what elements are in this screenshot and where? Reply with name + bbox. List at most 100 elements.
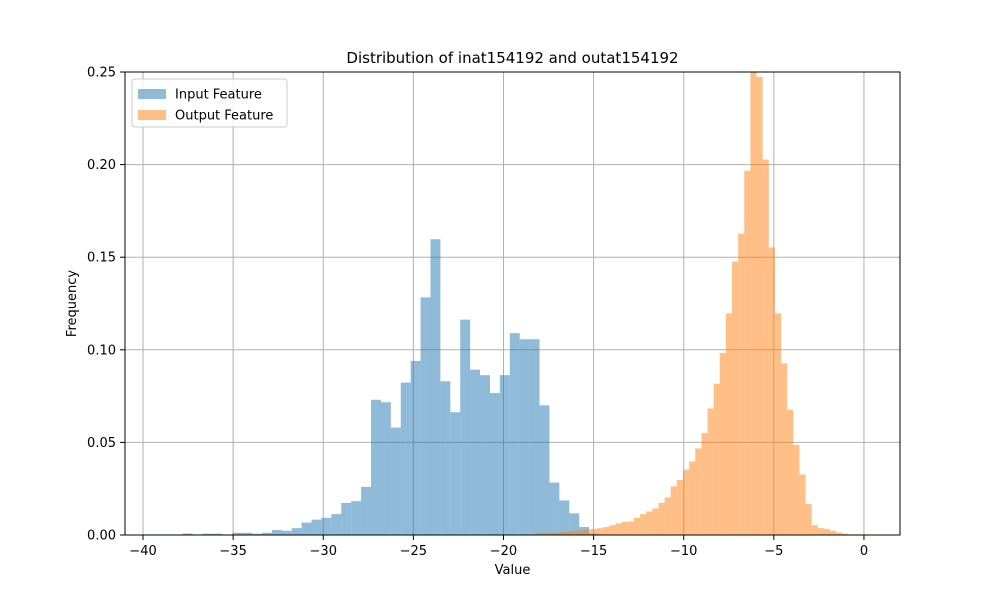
- histogram-bar: [689, 461, 696, 535]
- x-tick-label: 0: [860, 544, 868, 559]
- histogram-bar: [805, 504, 812, 535]
- histogram-bar: [658, 502, 665, 535]
- histogram-bar: [621, 522, 628, 535]
- histogram-bar: [744, 170, 751, 535]
- histogram-bar: [787, 409, 794, 535]
- histogram-bar: [560, 531, 567, 535]
- series-1-bars: [535, 72, 873, 535]
- axis-ticks: −40 −35 −30 −25 −20 −15 −10 −5 0 0.00 0.05 0.10 0.15…: [87, 66, 868, 560]
- y-tick-label: 0.05: [87, 436, 116, 451]
- x-tick-label: −40: [129, 544, 156, 559]
- x-axis-label: Value: [495, 563, 531, 578]
- histogram-bar: [793, 444, 800, 535]
- histogram-bar: [670, 486, 677, 535]
- histogram-bar: [535, 533, 543, 535]
- y-tick-label: 0.15: [87, 251, 116, 266]
- x-tick-label: −5: [764, 544, 783, 559]
- histogram-bar: [836, 532, 843, 535]
- histogram-bar: [584, 529, 592, 535]
- histogram-bar: [291, 528, 302, 535]
- y-axis-label: Frequency: [65, 270, 80, 337]
- x-tick-label: −30: [310, 544, 337, 559]
- histogram-bar: [261, 532, 272, 535]
- histogram-bar: [380, 402, 391, 535]
- histogram-bar: [627, 521, 634, 535]
- histogram-bar: [232, 532, 243, 535]
- histogram-bar: [762, 159, 769, 535]
- histogram-bar: [341, 502, 352, 535]
- histogram-bar: [311, 519, 322, 535]
- histogram-bar: [242, 532, 253, 535]
- histogram-bar: [799, 474, 806, 535]
- histogram-bar: [569, 513, 580, 535]
- histogram-bar: [615, 523, 622, 535]
- histogram-bar: [470, 369, 481, 535]
- y-tick-label: 0.00: [87, 529, 116, 544]
- histogram-bars: [143, 72, 873, 535]
- histogram-bar: [182, 533, 193, 535]
- histogram-bar: [420, 297, 431, 535]
- histogram-bar: [756, 77, 763, 535]
- histogram-bar: [701, 433, 708, 535]
- legend-swatch: [138, 110, 166, 120]
- histogram-bar: [554, 532, 561, 535]
- histogram-bar: [430, 239, 441, 535]
- histogram-bar: [499, 375, 510, 535]
- histogram-bar: [695, 448, 702, 535]
- histogram-bar: [781, 363, 788, 535]
- histogram-bar: [351, 501, 362, 535]
- y-tick-label: 0.25: [87, 66, 116, 81]
- histogram-bar: [301, 522, 312, 535]
- histogram-bar: [597, 528, 604, 535]
- x-tick-label: −20: [490, 544, 517, 559]
- histogram-bar: [271, 529, 282, 535]
- histogram-bar: [683, 469, 690, 535]
- histogram-bar: [732, 261, 739, 535]
- legend-entry-label: Output Feature: [175, 109, 273, 124]
- histogram-bar: [738, 233, 745, 535]
- histogram-bar: [676, 479, 683, 535]
- legend: Input Feature Output Feature: [131, 78, 288, 128]
- histogram-bar: [768, 247, 775, 535]
- histogram-bar: [440, 381, 451, 535]
- histogram-bar: [542, 532, 549, 535]
- histogram-bar: [529, 339, 540, 535]
- histogram-bar: [460, 319, 471, 535]
- histogram-bar: [252, 533, 262, 535]
- histogram-bar: [331, 514, 342, 535]
- plot-frame: [124, 71, 901, 536]
- histogram-bar: [774, 313, 782, 535]
- histogram-bar: [707, 408, 714, 535]
- histogram-bar: [830, 530, 837, 535]
- histogram-bar: [664, 497, 671, 535]
- histogram-bar: [390, 427, 401, 535]
- histogram-bar: [713, 383, 720, 535]
- histogram-bar: [321, 517, 332, 535]
- histogram-bar: [410, 360, 421, 535]
- legend-box: [131, 78, 288, 128]
- histogram-bar: [633, 517, 641, 535]
- histogram-bar: [450, 412, 461, 535]
- histogram-bar: [750, 72, 757, 535]
- histogram-bar: [640, 514, 647, 535]
- histogram-bar: [400, 382, 411, 535]
- histogram-bar: [202, 533, 213, 535]
- chart-title: Distribution of inat154192 and outat1541…: [346, 49, 678, 67]
- histogram-bar: [549, 482, 560, 535]
- histogram-bar: [489, 392, 500, 535]
- x-tick-label: −15: [580, 544, 607, 559]
- y-tick-label: 0.10: [87, 343, 116, 358]
- histogram-bar: [371, 399, 381, 535]
- histogram-bar: [509, 333, 520, 535]
- x-tick-label: −35: [219, 544, 246, 559]
- series-0-bars: [143, 239, 600, 535]
- x-tick-label: −25: [400, 544, 427, 559]
- histogram-bar: [480, 375, 490, 535]
- histogram-bar: [548, 532, 555, 535]
- histogram-bar: [212, 533, 223, 535]
- histogram-bar: [652, 508, 659, 535]
- histogram-bar: [609, 525, 616, 535]
- histogram-bar: [361, 486, 372, 535]
- histogram-bar: [566, 531, 573, 535]
